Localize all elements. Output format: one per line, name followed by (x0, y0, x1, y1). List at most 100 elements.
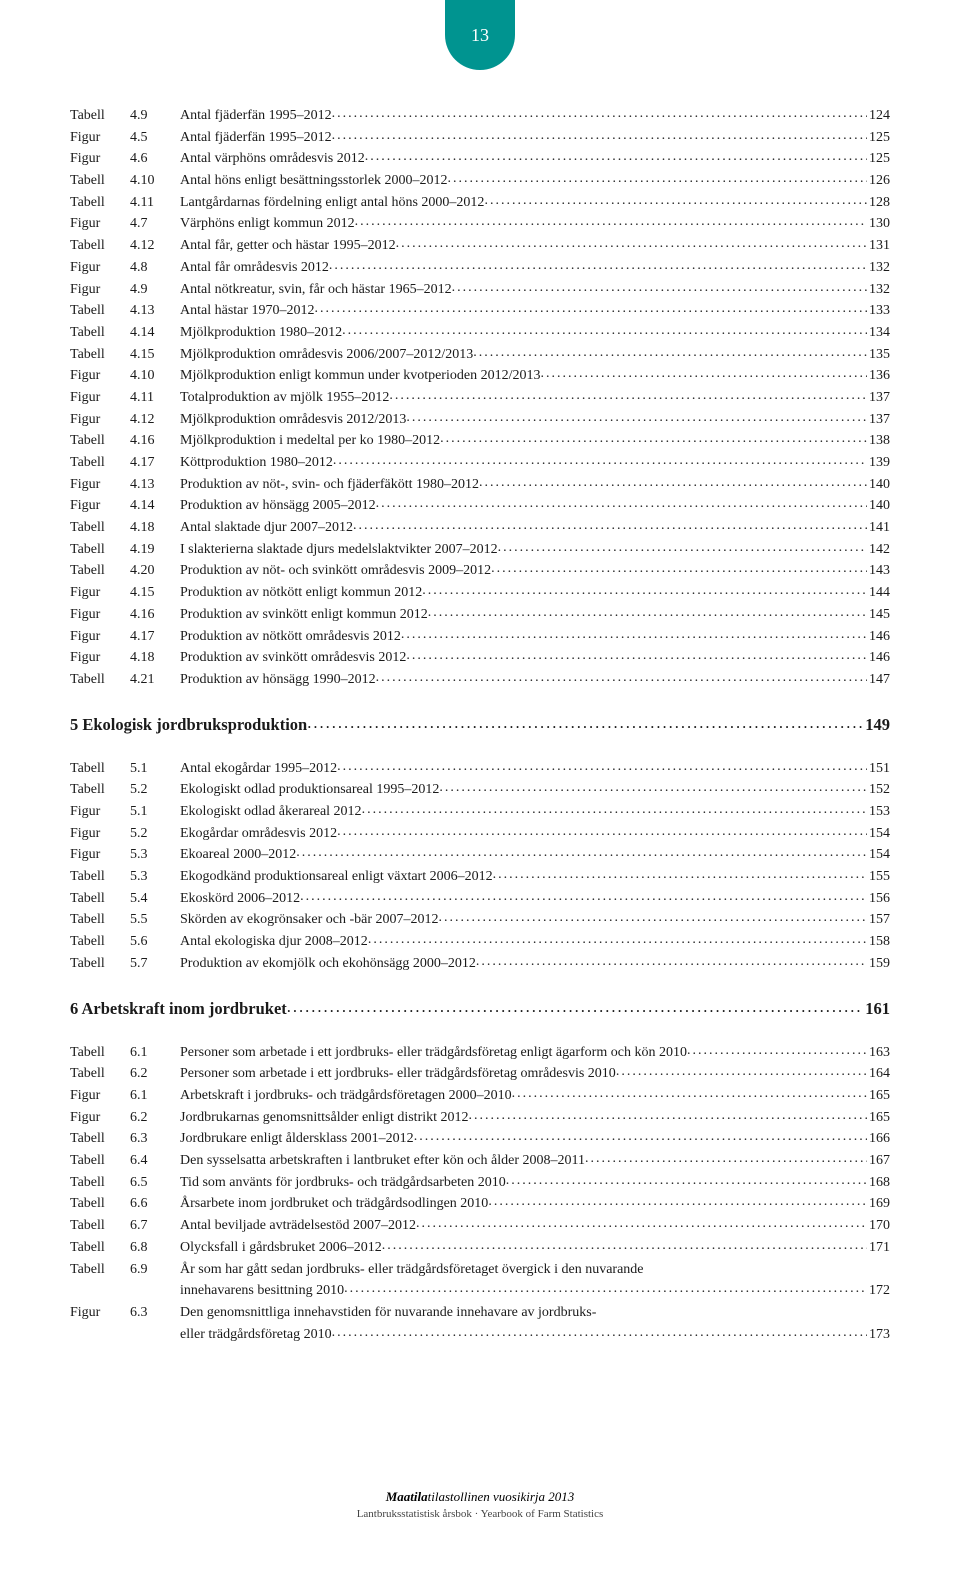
entry-kind: Tabell (70, 931, 130, 953)
entry-page-number: 158 (867, 931, 890, 953)
entry-kind: Tabell (70, 344, 130, 366)
entry-number: 4.10 (130, 365, 180, 387)
entry-page-number: 141 (867, 517, 890, 539)
entry-number: 5.3 (130, 844, 180, 866)
entry-title: Antal beviljade avträdelsestöd 2007–2012 (180, 1215, 416, 1237)
toc-entry: Figur6.1Arbetskraft i jordbruks- och trä… (70, 1085, 890, 1107)
entry-page-number: 167 (867, 1150, 890, 1172)
section-title-text: 6 Arbetskraft inom jordbruket (70, 997, 287, 1020)
leader-dots (439, 779, 867, 799)
entry-page-number: 140 (867, 495, 890, 517)
entry-page-number: 130 (867, 213, 890, 235)
entry-kind: Figur (70, 626, 130, 648)
entry-number: 4.14 (130, 495, 180, 517)
entry-kind: Tabell (70, 170, 130, 192)
entry-page-number: 170 (867, 1215, 890, 1237)
entry-page-number: 146 (867, 647, 890, 669)
entry-title: Produktion av nöt- och svinkött områdesv… (180, 560, 491, 582)
leader-dots (307, 713, 863, 734)
toc-entry: Tabell6.8Olycksfall i gårdsbruket 2006–2… (70, 1237, 890, 1259)
entry-title: Ekologiskt odlad produktionsareal 1995–2… (180, 779, 439, 801)
leader-dots (337, 823, 867, 843)
entry-title: Värphöns enligt kommun 2012 (180, 213, 355, 235)
entry-page-number (888, 1302, 890, 1324)
entry-page-number: 135 (867, 344, 890, 366)
entry-number: 4.11 (130, 387, 180, 409)
entry-kind: Tabell (70, 1063, 130, 1085)
leader-dots (439, 909, 867, 929)
entry-number: 4.16 (130, 430, 180, 452)
entry-title: Mjölkproduktion områdesvis 2012/2013 (180, 409, 406, 431)
toc-entry: Tabell4.13Antal hästar 1970–2012133 (70, 300, 890, 322)
entry-title: Mjölkproduktion områdesvis 2006/2007–201… (180, 344, 473, 366)
entry-title: Produktion av hönsägg 2005–2012 (180, 495, 376, 517)
footer-subtitle: Lantbruksstatistisk årsbok · Yearbook of… (0, 1507, 960, 1522)
leader-dots (368, 931, 867, 951)
entry-title: Mjölkproduktion 1980–2012 (180, 322, 342, 344)
entry-page-number: 154 (867, 823, 890, 845)
entry-kind: Tabell (70, 866, 130, 888)
toc-entry: Tabell4.18Antal slaktade djur 2007–20121… (70, 517, 890, 539)
entry-kind: Tabell (70, 1042, 130, 1064)
entry-title: Tid som använts för jordbruks- och trädg… (180, 1172, 506, 1194)
entry-page-number: 125 (867, 127, 890, 149)
leader-dots (376, 495, 867, 515)
entry-page-number: 163 (867, 1042, 890, 1064)
entry-kind: Tabell (70, 300, 130, 322)
leader-dots (479, 474, 867, 494)
entry-title: Antal höns enligt besättningsstorlek 200… (180, 170, 448, 192)
toc-entry: Figur4.17Produktion av nötkött områdesvi… (70, 626, 890, 648)
entry-number: 5.6 (130, 931, 180, 953)
entry-kind: Tabell (70, 539, 130, 561)
entry-number: 4.13 (130, 300, 180, 322)
toc-entry: innehavarens besittning 2010172 (70, 1280, 890, 1302)
entry-page-number: 138 (867, 430, 890, 452)
footer-title: Maatilatilastollinen vuosikirja 2013 (0, 1488, 960, 1506)
entry-kind: Figur (70, 409, 130, 431)
entry-title: Den genomsnittliga innehavstiden för nuv… (180, 1302, 596, 1324)
entry-title: Antal nötkreatur, svin, får och hästar 1… (180, 279, 452, 301)
entry-number: 4.12 (130, 409, 180, 431)
entry-kind: Figur (70, 495, 130, 517)
entry-page-number: 159 (867, 953, 890, 975)
entry-title: Produktion av nöt-, svin- och fjäderfäkö… (180, 474, 479, 496)
entry-title: Jordbrukarnas genomsnittsålder enligt di… (180, 1107, 469, 1129)
entry-kind: Figur (70, 474, 130, 496)
toc-content: Tabell4.9Antal fjäderfän 1995–2012124Fig… (0, 0, 960, 1345)
entry-kind: Tabell (70, 235, 130, 257)
toc-entry: Figur4.8Antal får områdesvis 2012132 (70, 257, 890, 279)
entry-page-number: 172 (867, 1280, 890, 1302)
entry-title: Antal ekologiska djur 2008–2012 (180, 931, 368, 953)
toc-entry: Tabell5.6Antal ekologiska djur 2008–2012… (70, 931, 890, 953)
toc-entry: Figur4.16Produktion av svinkött enligt k… (70, 604, 890, 626)
leader-dots (333, 452, 867, 472)
entry-title: Produktion av ekomjölk och ekohönsägg 20… (180, 953, 476, 975)
entry-title: Produktion av svinkött enligt kommun 201… (180, 604, 428, 626)
toc-entry: Tabell6.6Årsarbete inom jordbruket och t… (70, 1193, 890, 1215)
toc-entry: Tabell4.16Mjölkproduktion i medeltal per… (70, 430, 890, 452)
entry-number: 4.9 (130, 279, 180, 301)
leader-dots (406, 647, 867, 667)
entry-title: Antal slaktade djur 2007–2012 (180, 517, 353, 539)
entry-kind: Figur (70, 647, 130, 669)
entry-title: Köttproduktion 1980–2012 (180, 452, 333, 474)
entry-title: Antal får, getter och hästar 1995–2012 (180, 235, 396, 257)
leader-dots (616, 1063, 867, 1083)
entry-number: 4.9 (130, 105, 180, 127)
section-heading: 5 Ekologisk jordbruksproduktion 149 (70, 713, 890, 736)
entry-number: 4.11 (130, 192, 180, 214)
entry-page-number: 151 (867, 758, 890, 780)
entry-kind: Tabell (70, 888, 130, 910)
entry-number: 4.20 (130, 560, 180, 582)
toc-entry: Figur4.6Antal värphöns områdesvis 201212… (70, 148, 890, 170)
entry-number: 4.12 (130, 235, 180, 257)
entry-kind: Tabell (70, 1128, 130, 1150)
toc-entry: Tabell6.1Personer som arbetade i ett jor… (70, 1042, 890, 1064)
toc-entry: Figur4.11Totalproduktion av mjölk 1955–2… (70, 387, 890, 409)
footer: Maatilatilastollinen vuosikirja 2013 Lan… (0, 1488, 960, 1522)
toc-entry: Figur4.12Mjölkproduktion områdesvis 2012… (70, 409, 890, 431)
entry-kind: Tabell (70, 430, 130, 452)
entry-kind: Tabell (70, 779, 130, 801)
toc-entry: Tabell5.7Produktion av ekomjölk och ekoh… (70, 953, 890, 975)
entry-kind: Tabell (70, 758, 130, 780)
